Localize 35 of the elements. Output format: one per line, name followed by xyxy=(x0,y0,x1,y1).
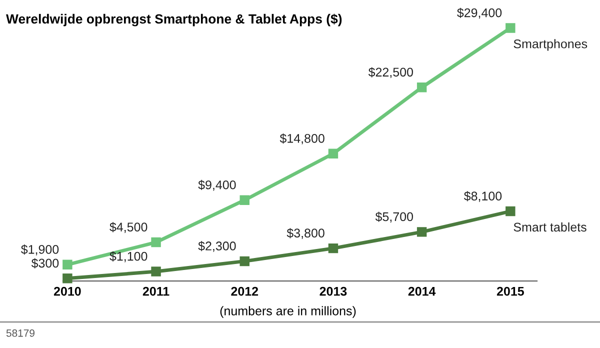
point xyxy=(151,266,161,276)
data-label: $300 xyxy=(31,258,59,268)
x-tick-label: 2014 xyxy=(408,286,436,296)
data-label: $8,100 xyxy=(464,191,502,202)
point xyxy=(416,227,427,237)
x-tick-label: 2010 xyxy=(54,286,81,296)
x-tick-label: 2011 xyxy=(142,286,170,296)
point xyxy=(328,148,338,158)
x-tick-label: 2015 xyxy=(496,286,524,296)
series-label: Smart tablets xyxy=(514,222,586,232)
data-label: $2,300 xyxy=(198,241,236,252)
point xyxy=(62,274,72,284)
data-label: $4,500 xyxy=(110,222,148,233)
point xyxy=(328,243,338,254)
point xyxy=(416,82,427,92)
point xyxy=(240,195,250,205)
text: (numbers are in millions) xyxy=(220,306,356,318)
x-tick-label: 2012 xyxy=(231,286,258,296)
x-tick-label: 2013 xyxy=(320,286,347,296)
data-label: $22,500 xyxy=(368,67,414,78)
series-label: Smartphones xyxy=(514,39,588,51)
chart-title: Wereldwijde opbrengst Smartphone & Tablet Apps ($) xyxy=(6,14,342,26)
data-label: $9,400 xyxy=(198,180,236,191)
point xyxy=(62,260,72,270)
point xyxy=(151,237,161,248)
point xyxy=(506,23,516,33)
data-label: $14,800 xyxy=(280,133,324,144)
data-label: $29,400 xyxy=(457,8,502,19)
point xyxy=(240,256,250,266)
data-label: $1,100 xyxy=(110,251,148,262)
data-label: $5,700 xyxy=(375,212,414,223)
point xyxy=(506,206,516,216)
text: 58179 xyxy=(6,329,34,337)
data-label: $1,900 xyxy=(21,244,59,256)
data-label: $3,800 xyxy=(286,228,324,239)
